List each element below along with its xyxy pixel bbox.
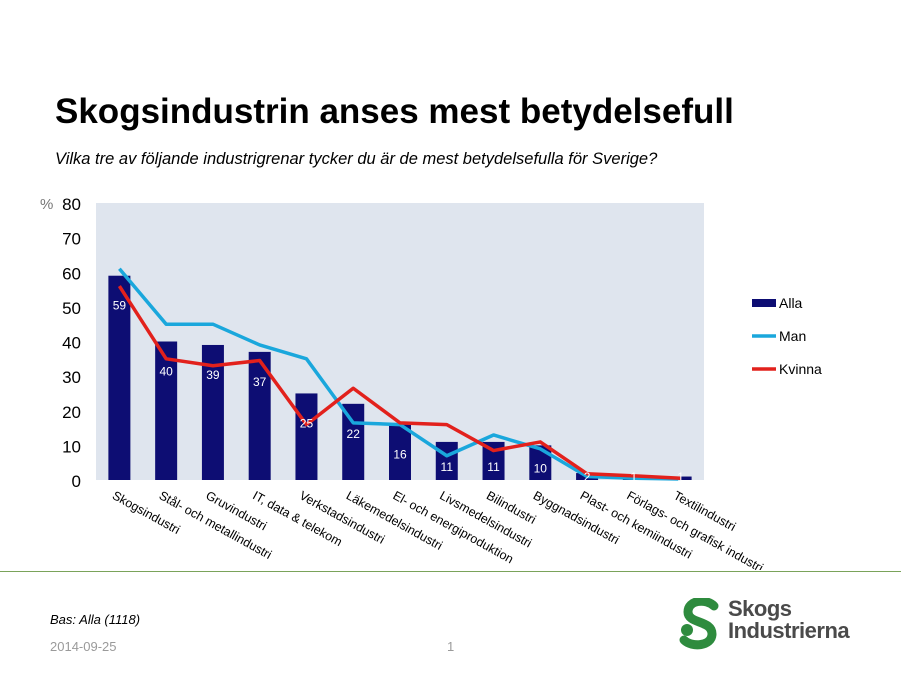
legend-label: Kvinna	[779, 361, 822, 377]
bar-data-label: 59	[113, 299, 127, 313]
bar-data-label: 1	[631, 470, 638, 484]
skogsindustrierna-logo: Skogs Industrierna	[678, 596, 868, 654]
legend-label: Alla	[779, 295, 803, 311]
y-tick-label: 20	[62, 403, 81, 422]
bar-data-label: 11	[487, 460, 500, 474]
y-tick-label: 40	[62, 334, 81, 353]
bar-data-label: 10	[534, 461, 548, 475]
bar	[155, 341, 178, 480]
bar-data-label: 11	[441, 460, 454, 474]
series-line-kvinna	[117, 285, 681, 481]
legend-label: Man	[779, 328, 806, 344]
bar	[201, 344, 224, 480]
bar-data-label: 16	[393, 448, 407, 462]
bar-data-label: 1	[677, 470, 684, 484]
bar-data-label: 25	[300, 416, 314, 430]
footer-date: 2014-09-25	[50, 639, 117, 654]
footer-divider	[0, 571, 901, 572]
y-tick-label: 60	[62, 264, 81, 283]
y-tick-label: 50	[62, 299, 81, 318]
bar	[389, 424, 411, 480]
bar	[482, 441, 505, 480]
logo-text: Skogs Industrierna	[728, 596, 850, 643]
page-number: 1	[447, 639, 455, 654]
bar-data-label: 39	[206, 368, 220, 382]
slide-title: Skogsindustrin anses mest betydelsefull	[55, 92, 734, 131]
bar-data-label: 2	[584, 470, 591, 484]
y-tick-label: 10	[62, 437, 81, 456]
y-tick-label: 30	[62, 368, 81, 387]
bar-data-label: 40	[159, 365, 173, 379]
logo-line-1: Skogs	[728, 596, 792, 621]
bar-data-label: 37	[253, 375, 267, 389]
slide-subtitle: Vilka tre av följande industrigrenar tyc…	[55, 150, 658, 168]
bar	[248, 351, 271, 480]
base-note: Bas: Alla (1118)	[50, 612, 141, 627]
y-tick-label: 0	[72, 472, 81, 491]
bar	[108, 275, 131, 480]
logo-s-icon	[679, 596, 719, 650]
bar	[295, 393, 318, 480]
bar-data-label: 22	[347, 427, 361, 441]
logo-line-2: Industrierna	[728, 618, 850, 643]
y-axis-label: %	[40, 196, 53, 213]
x-tick-label: Byggnadsindustri	[531, 488, 622, 547]
legend-swatch-alla	[752, 299, 776, 307]
y-tick-label: 70	[62, 230, 81, 249]
y-tick-label: 80	[62, 195, 81, 214]
